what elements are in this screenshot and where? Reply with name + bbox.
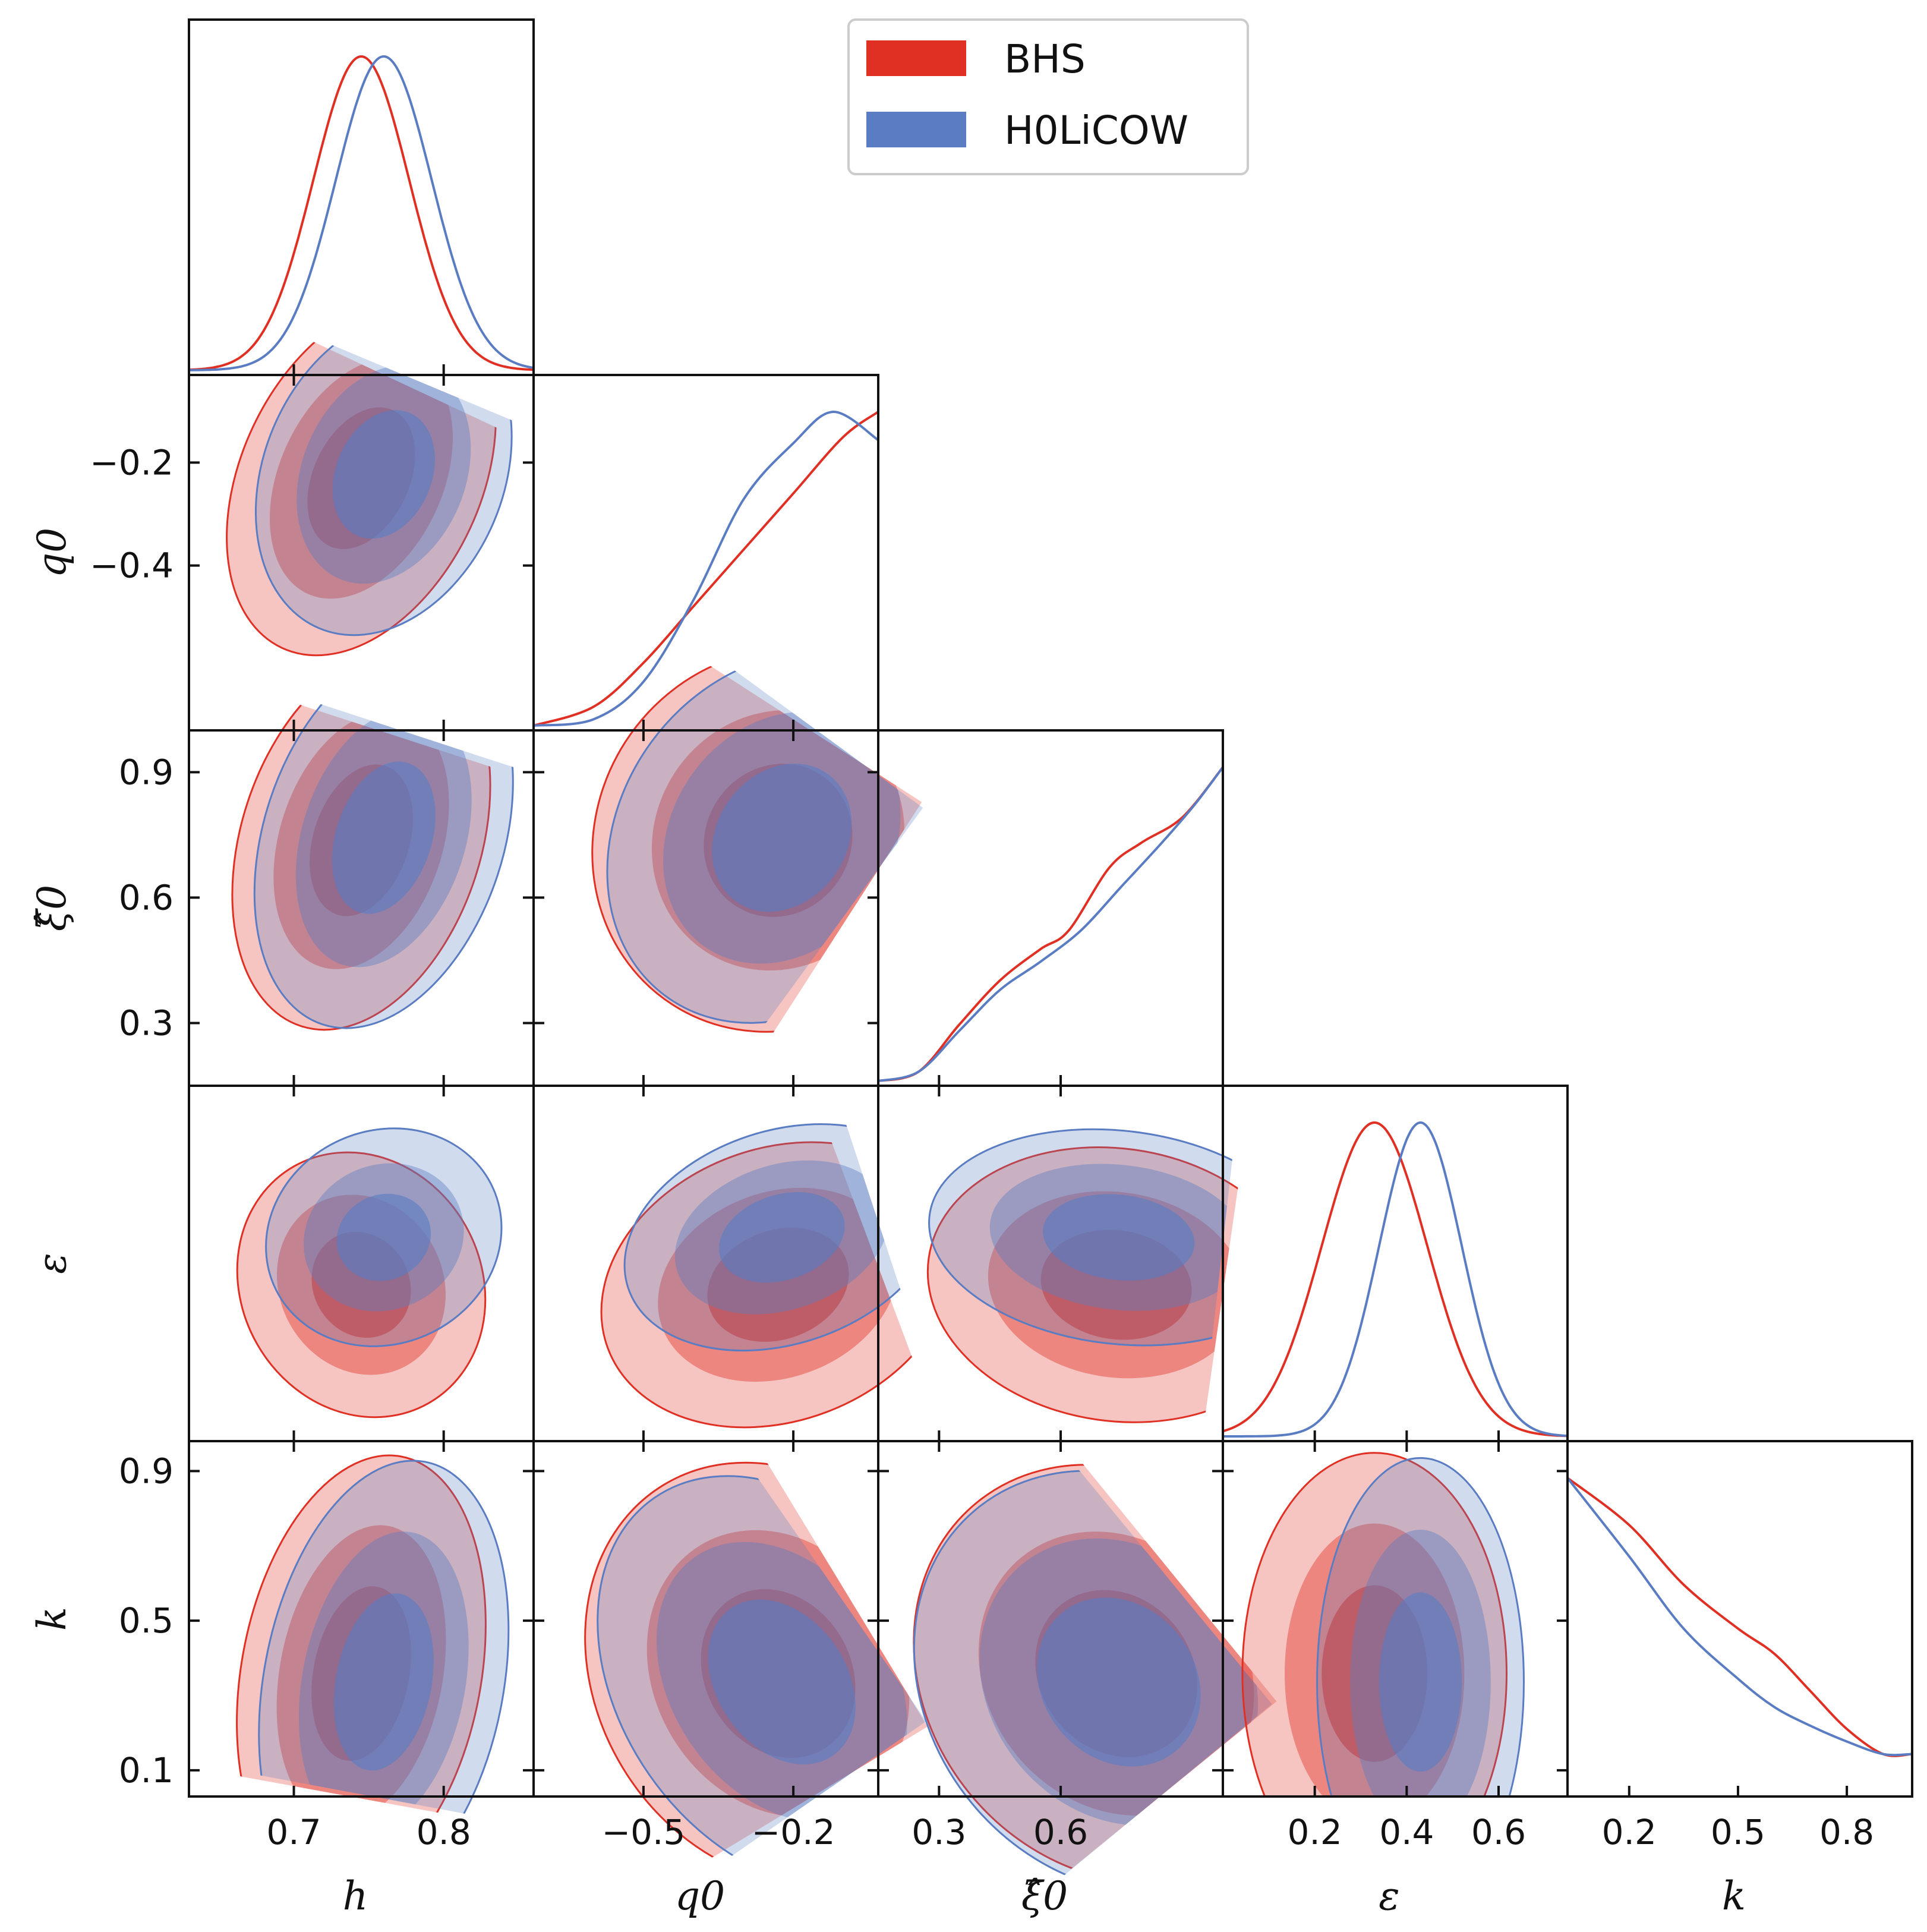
xaxis-label-xi0: ξ̂0: [1021, 1873, 1068, 1919]
contour-h0licow-q0-eps-level-3: [718, 1192, 845, 1283]
legend-label-h0licow: H0LiCOW: [1004, 108, 1188, 153]
contour-layer: [226, 311, 1525, 1894]
xtick-label-h-1: 0.8: [417, 1812, 471, 1852]
xtick-label-h-0: 0.7: [266, 1812, 321, 1852]
legend-swatch-bhs: [866, 40, 966, 76]
panel-frame-k-k: [1566, 1440, 1913, 1798]
marginal-curve-h0licow-k: [1568, 1477, 1912, 1757]
ytick-label-q0-1: −0.4: [90, 546, 174, 586]
xaxis-label-k: k: [1722, 1873, 1746, 1919]
xtick-label-eps-1: 0.4: [1379, 1812, 1434, 1852]
xtick-label-q0-1: −0.2: [752, 1812, 835, 1852]
ytick-label-xi0-2: 0.3: [119, 1003, 174, 1043]
yaxis-label-xi0: ξ̂0: [29, 885, 75, 931]
ytick-label-xi0-1: 0.6: [119, 877, 174, 918]
xaxis-label-q0: q0: [675, 1873, 725, 1919]
ytick-label-k-2: 0.1: [119, 1750, 174, 1791]
marginal-curve-bhs-h: [189, 55, 534, 371]
marginal-curve-bhs-xi0: [878, 766, 1223, 1082]
contour-h0licow-h-k-level-3: [333, 1593, 434, 1771]
xtick-label-xi0-1: 0.6: [1033, 1812, 1088, 1852]
marginal-curve-bhs-k: [1568, 1477, 1912, 1757]
ytick-label-k-1: 0.5: [119, 1600, 174, 1641]
yaxis-label-k: k: [29, 1607, 75, 1631]
contour-h0licow-h-q0-level-3: [332, 410, 435, 539]
xaxis-label-h: h: [343, 1873, 368, 1919]
xtick-label-xi0-0: 0.3: [912, 1812, 966, 1852]
xtick-label-q0-0: −0.5: [602, 1812, 686, 1852]
ticks-layer: [189, 364, 1849, 1797]
contour-h0licow-xi0-eps-level-3: [1043, 1194, 1195, 1281]
xtick-label-k-1: 0.5: [1711, 1812, 1765, 1852]
panel-frames-layer: [188, 18, 1913, 1798]
xtick-label-k-0: 0.2: [1602, 1812, 1657, 1852]
xtick-label-k-2: 0.8: [1819, 1812, 1874, 1852]
ytick-label-q0-0: −0.2: [90, 442, 174, 483]
labels-layer: 0.7 0.8 h −0.5 −0.2 q0 0.3 0.6 ξ̂0 0.2 0.4 0.6 ε 0.2 0…: [29, 442, 1874, 1919]
xtick-label-eps-0: 0.2: [1288, 1812, 1342, 1852]
legend: BHS H0LiCOW: [847, 18, 1249, 175]
ytick-label-k-0: 0.9: [119, 1451, 174, 1491]
legend-label-bhs: BHS: [1004, 36, 1086, 82]
legend-swatch-h0licow: [866, 112, 966, 147]
xtick-label-eps-2: 0.6: [1471, 1812, 1526, 1852]
contour-h0licow-q0-xi0-level-3: [712, 763, 852, 912]
contour-h0licow-xi0-k-level-3: [1037, 1597, 1201, 1767]
xaxis-label-eps: ε: [1379, 1873, 1399, 1919]
contour-h0licow-eps-k-level-3: [1379, 1592, 1462, 1772]
panel-frame-h-h: [188, 18, 535, 376]
yaxis-label-q0: q0: [29, 528, 75, 578]
contour-h0licow-h-eps-level-3: [336, 1193, 431, 1281]
marginal-curve-h0licow-q0: [534, 410, 878, 727]
marginal-curve-bhs-q0: [534, 411, 878, 727]
marginal-curve-h0licow-xi0: [878, 766, 1223, 1082]
marginal-curve-bhs-eps: [1223, 1121, 1568, 1438]
ytick-label-xi0-0: 0.9: [119, 752, 174, 792]
panel-frame-eps-eps: [1222, 1085, 1569, 1442]
contour-h0licow-q0-k-level-3: [708, 1599, 856, 1764]
marginal-curves-layer: [189, 55, 1912, 1757]
marginal-curve-h0licow-h: [189, 55, 534, 371]
marginal-curve-h0licow-eps: [1223, 1121, 1568, 1438]
panel-frame-xi0-xi0: [877, 729, 1224, 1087]
contour-h0licow-h-xi0-level-3: [332, 761, 436, 914]
yaxis-label-eps: ε: [29, 1253, 75, 1274]
